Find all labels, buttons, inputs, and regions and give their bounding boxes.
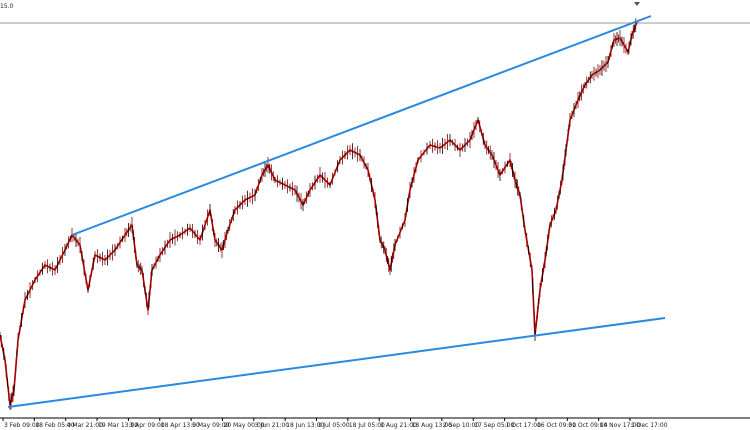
lower-trendline (7, 317, 666, 408)
time-label: 31 Oct 09:00 (568, 422, 607, 429)
time-label: 3 Jun 21:00 (255, 422, 289, 429)
time-label: 20 May 00:00 (223, 422, 264, 429)
time-label: 17 Sep 05:00 (474, 422, 514, 429)
time-label: 5 May 09:00 (192, 422, 230, 429)
candle-wicks (0, 18, 637, 410)
time-label: 3 Jul 05:00 (318, 422, 350, 429)
time-label: 14 Nov 17:00 (600, 422, 641, 429)
time-label: 1 Dec 17:00 (631, 422, 668, 429)
time-label: 18 Aug 13:00 (412, 422, 453, 429)
time-label: 16 Oct 09:00 (537, 422, 576, 429)
time-label: 1 Oct 17:00 (506, 422, 541, 429)
corner-label: 15.0 (0, 3, 14, 10)
time-label: 18 Jul 05:00 (349, 422, 385, 429)
time-label: 18 Feb 05:00 (35, 422, 75, 429)
time-label: 3 Feb 09:00 (4, 422, 40, 429)
time-label: 18 Apr 13:00 (161, 422, 200, 429)
time-label: 3 Apr 09:00 (129, 422, 164, 429)
time-label: 4 Mar 21:00 (67, 422, 103, 429)
time-label: 18 Jun 13:00 (286, 422, 324, 429)
time-label: 2 Sep 10:00 (443, 422, 479, 429)
shift-marker (634, 2, 640, 6)
time-label: 1 Aug 21:00 (380, 422, 417, 429)
upper-trendline (71, 15, 652, 236)
time-label: 19 Mar 13:00 (98, 422, 138, 429)
